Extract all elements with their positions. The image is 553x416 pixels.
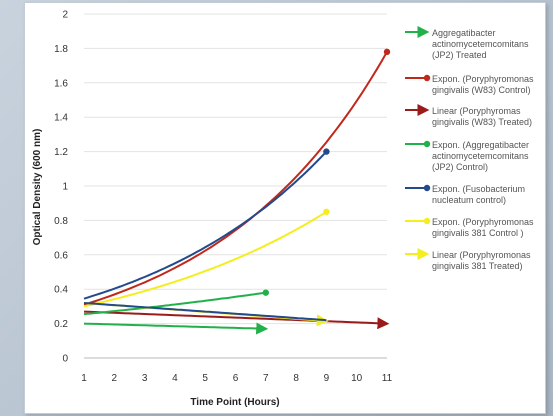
y-tick-label: 0.2 [54,319,68,330]
x-tick-label: 9 [324,373,330,384]
legend-point [423,184,431,192]
x-tick-label: 11 [382,373,393,384]
series-line [83,51,388,306]
y-tick-label: 1.6 [54,78,68,89]
legend-point [423,140,431,148]
legend-item: Expon. (Aggregatibacteractinomycetemcomi… [405,140,529,172]
axes: 0 0.2 0.4 0.6 0.8 1 1.2 1.4 1.6 1.8 2 1 2 3 4 5 6 7 8 9 10 11 [54,10,393,385]
y-tick-label: 1 [62,182,68,193]
y-tick-label: 0.4 [54,285,68,296]
series-point [323,148,330,155]
x-tick-label: 1 [81,373,87,384]
legend-label: Expon. (Poryphyromonas [432,217,534,227]
legend-item: Aggregatibacteractinomycetemcomitans(JP2… [405,26,529,60]
series-point [323,208,330,215]
y-axis-label: Optical Density (600 nm) [32,129,43,246]
gridlines [84,13,387,325]
series-line [83,291,266,316]
x-tick-label: 10 [351,373,363,384]
series-line [83,210,327,308]
series-point [383,48,391,56]
x-tick-label: 8 [293,373,299,384]
x-tick-label: 3 [142,373,148,384]
chart-panel [24,2,546,414]
y-tick-label: 1.8 [54,44,68,55]
x-tick-label: 7 [263,373,269,384]
series-line [83,322,269,335]
legend-label: gingivalis (W83) Control) [432,85,531,95]
legend-label: gingivalis 381 Treated) [432,261,523,271]
series-line [83,302,327,322]
legend-label: (JP2) Treated [432,50,487,60]
legend-label: nucleatum control) [432,195,506,205]
legend-label: Expon. (Poryphyromonas [432,74,534,84]
series-line [83,310,390,330]
y-tick-label: 1.4 [54,113,68,124]
x-tick-label: 5 [202,373,208,384]
legend-label: actinomycetemcomitans [432,151,529,161]
legend-label: Expon. (Fusobacterium [432,184,525,194]
legend-label: actinomycetemcomitans [432,39,529,49]
x-tick-label: 6 [233,373,239,384]
y-tick-label: 1.2 [54,147,68,158]
legend: Aggregatibacteractinomycetemcomitans(JP2… [405,26,534,271]
legend-label: (JP2) Control) [432,162,488,172]
legend-label: Expon. (Aggregatibacter [432,140,529,150]
y-tick-label: 0 [62,354,68,365]
y-tick-label: 0.8 [54,216,68,227]
legend-label: Aggregatibacter [432,28,496,38]
x-tick-label: 4 [172,373,178,384]
y-tick-label: 2 [62,10,68,21]
legend-label: Linear (Poryphyromonas [432,250,531,260]
legend-label: gingivalis (W83) Treated) [432,117,532,127]
series-group [83,48,391,335]
legend-label: Linear (Poryphyromas [432,106,521,116]
legend-point [423,74,431,82]
x-tick-label: 2 [112,373,118,384]
legend-label: gingivalis 381 Control ) [432,228,524,238]
legend-point [423,217,431,225]
series-point [262,289,269,296]
y-tick-label: 0.6 [54,250,68,261]
series-line [83,150,328,300]
x-axis-label: Time Point (Hours) [190,397,279,408]
